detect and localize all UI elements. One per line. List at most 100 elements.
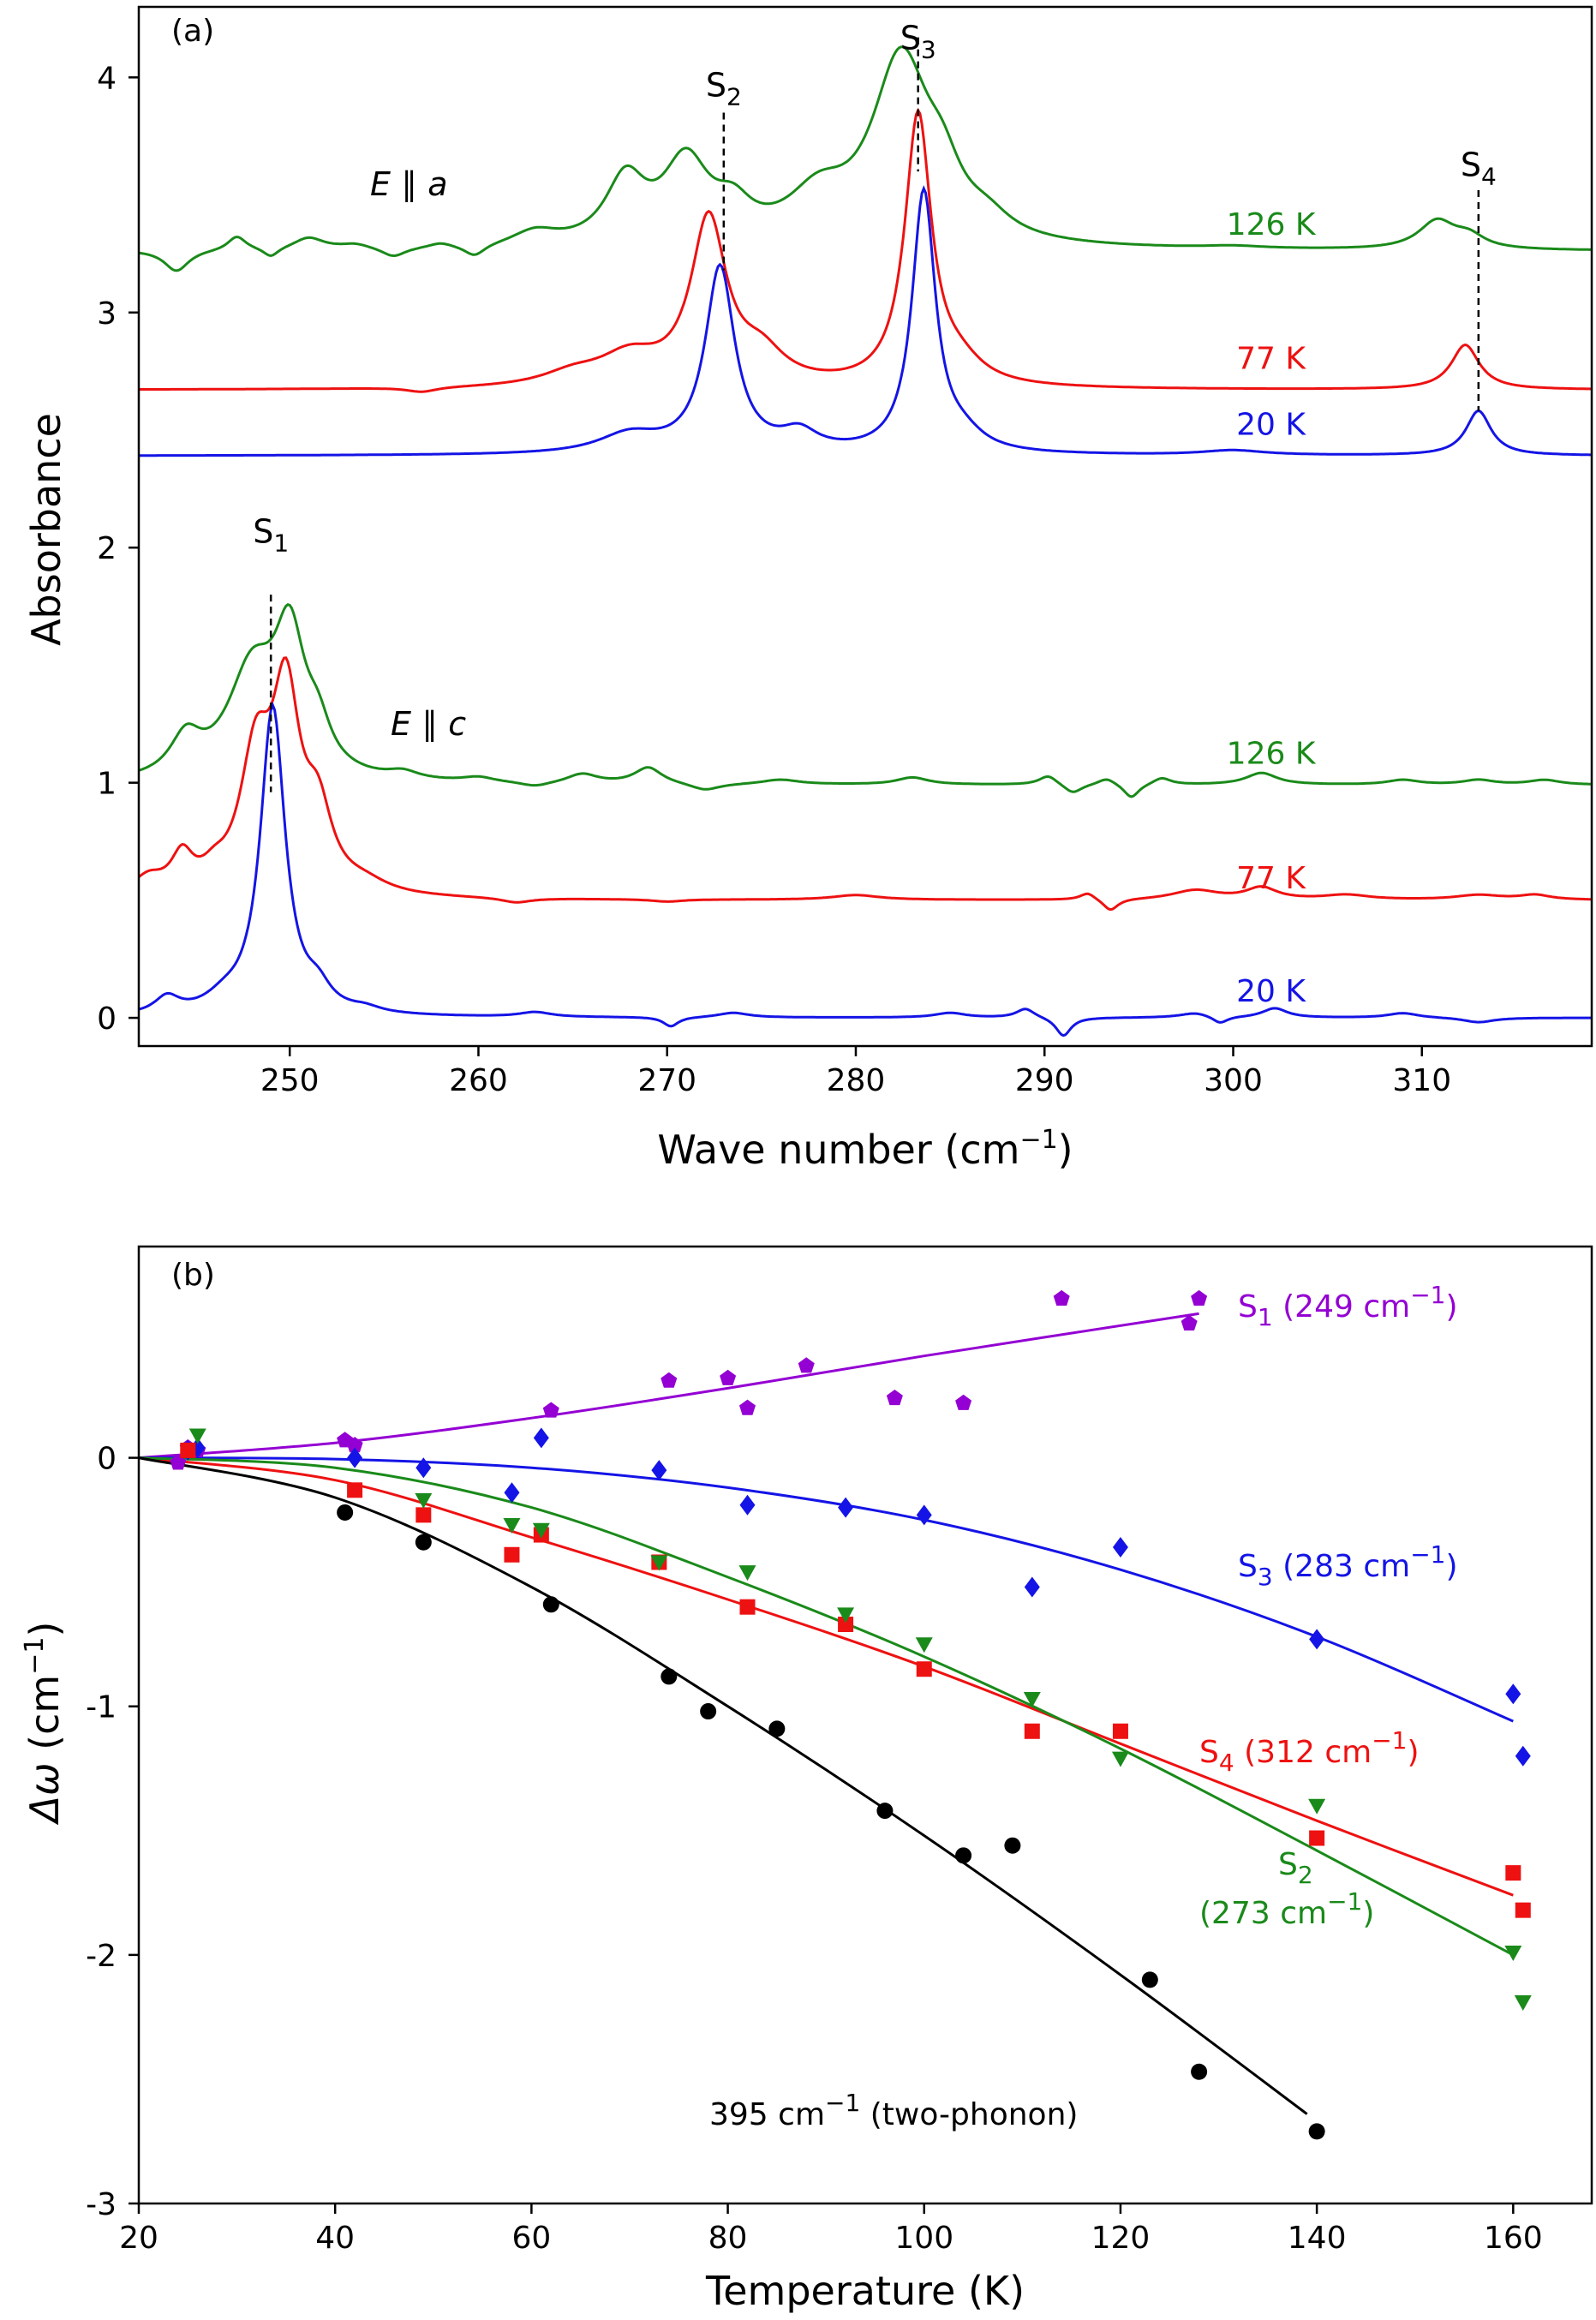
data-point: [720, 1369, 737, 1385]
data-point: [1024, 1723, 1040, 1739]
data-point: [838, 1616, 854, 1632]
label-s4: S4 (312 cm−1): [1199, 1726, 1420, 1777]
y-tick-label: -3: [86, 2187, 117, 2222]
data-point: [915, 1637, 933, 1653]
data-point: [1505, 1683, 1521, 1705]
data-point: [1004, 1837, 1021, 1854]
x-tick-label: 60: [511, 2221, 551, 2256]
data-point: [532, 1522, 550, 1539]
plot-frame-b: [137, 1245, 1593, 2205]
data-point: [1112, 1537, 1128, 1558]
label-s2-frequency: (273 cm−1): [1199, 1887, 1374, 1931]
x-tick-label: 100: [894, 2221, 953, 2256]
data-point: [661, 1668, 678, 1685]
x-tick-label: 300: [1204, 1063, 1263, 1098]
absorbance-curve: [138, 603, 1592, 798]
absorbance-curve: [139, 107, 1593, 393]
absorbance-curve: [138, 702, 1592, 1037]
data-point: [188, 1428, 206, 1444]
data-point: [180, 1442, 196, 1458]
data-point: [1023, 1692, 1041, 1708]
absorbance-curve: [138, 656, 1592, 912]
data-point: [1191, 1289, 1208, 1306]
panel-a: 250 260 270 280 290 300 310 0 1 2 3 4 (a) Wave num…: [23, 5, 1593, 1173]
data-point: [955, 1394, 972, 1410]
data-point: [504, 1482, 520, 1504]
temperature-label: 77 K: [1236, 861, 1306, 896]
data-point: [916, 1661, 932, 1677]
y-tick-label: 4: [97, 61, 117, 96]
peak-label: S3: [900, 19, 936, 63]
data-point: [1112, 1723, 1128, 1739]
data-point: [768, 1720, 786, 1737]
label-s1: S1 (249 cm−1): [1238, 1281, 1458, 1331]
x-ticks-a: 250 260 270 280 290 300 310: [260, 1046, 1451, 1098]
y-tick-label: -1: [86, 1690, 117, 1725]
temperature-labels: 126 K 77 K 20 K 126 K 77 K 20 K: [1227, 207, 1317, 1009]
y-axis-title-a: Absorbance: [23, 413, 69, 646]
x-tick-label: 250: [260, 1063, 320, 1098]
data-point: [504, 1546, 520, 1563]
data-point: [1309, 1830, 1325, 1846]
y-tick-label: 2: [97, 531, 117, 566]
peak-labels: S1 S2 S3 S4: [253, 19, 1497, 557]
data-point: [1141, 1971, 1158, 1988]
temperature-label: 20 K: [1236, 407, 1306, 442]
data-point: [1514, 1994, 1532, 2011]
label-s2: S2: [1278, 1847, 1313, 1889]
polarization-label-c: E ∥ c: [391, 705, 466, 743]
x-tick-label: 140: [1288, 2221, 1347, 2256]
data-point: [415, 1534, 432, 1551]
x-tick-label: 160: [1484, 2221, 1543, 2256]
fit-line: [138, 1456, 1514, 1897]
x-axis-title-a: Wave number (cm−1): [657, 1125, 1073, 1173]
data-point: [1515, 1745, 1531, 1767]
fit-line: [138, 1456, 1308, 2115]
panel-label-b: (b): [171, 1258, 215, 1293]
data-point: [886, 1390, 903, 1406]
temperature-label: 77 K: [1236, 342, 1306, 377]
data-point: [415, 1457, 432, 1479]
x-tick-label: 20: [119, 2221, 158, 2256]
temperature-label: 126 K: [1227, 737, 1317, 772]
absorbance-curve: [138, 45, 1592, 272]
data-point: [837, 1607, 855, 1623]
data-point: [661, 1372, 678, 1388]
x-tick-label: 80: [708, 2221, 748, 2256]
data-point: [1504, 1945, 1522, 1961]
data-point: [738, 1565, 756, 1582]
data-point: [1111, 1751, 1129, 1767]
temperature-label: 20 K: [1236, 974, 1306, 1009]
data-point: [346, 1437, 363, 1453]
peak-label: S4: [1461, 146, 1497, 191]
data-point: [1309, 1629, 1325, 1650]
data-point: [650, 1555, 668, 1571]
data-point: [1515, 1902, 1531, 1918]
label-two-phonon: 395 cm−1 (two-phonon): [709, 2089, 1078, 2132]
y-axis-title-b: Δω (cm−1): [20, 1622, 68, 1826]
panel-b: 20 40 60 80 100 120 140 160 0 -1 -2 -3 (b) Tempera…: [20, 1245, 1593, 2314]
polarization-label-a: E ∥ a: [370, 165, 447, 203]
data-point: [1053, 1289, 1070, 1306]
fit-line: [138, 1456, 1514, 1723]
fit-line: [138, 1312, 1199, 1460]
data-point: [739, 1399, 756, 1415]
peak-label: S2: [706, 66, 742, 111]
data-point: [1024, 1576, 1040, 1598]
panel-label-a: (a): [171, 14, 214, 49]
data-point: [916, 1504, 932, 1526]
x-tick-label: 260: [449, 1063, 508, 1098]
data-point: [1505, 1865, 1521, 1881]
x-tick-label: 310: [1392, 1063, 1451, 1098]
data-points: [170, 1289, 1532, 2140]
x-ticks-b: 20 40 60 80 100 120 140 160: [119, 2203, 1543, 2256]
data-point: [337, 1504, 354, 1521]
data-point: [1308, 1798, 1326, 1815]
y-ticks-b: 0 -1 -2 -3: [86, 1442, 139, 2222]
y-tick-label: -2: [86, 1939, 117, 1974]
y-ticks-a: 0 1 2 3 4: [97, 61, 139, 1037]
x-tick-label: 280: [827, 1063, 886, 1098]
x-tick-label: 270: [637, 1063, 696, 1098]
y-tick-label: 0: [97, 1002, 117, 1037]
y-tick-label: 1: [97, 767, 117, 802]
